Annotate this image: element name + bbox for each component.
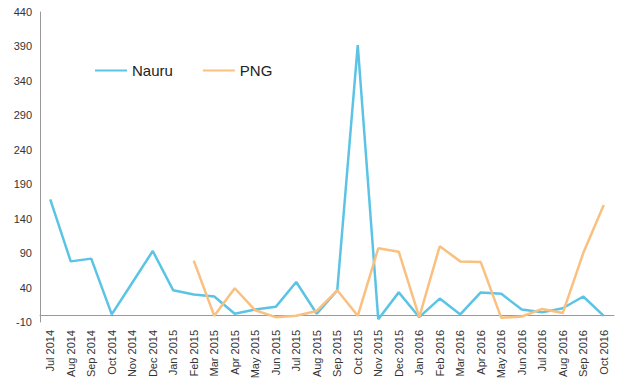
svg-text:Nov 2015: Nov 2015 xyxy=(372,330,384,377)
svg-text:Jul 2016: Jul 2016 xyxy=(536,330,548,372)
svg-text:-10: -10 xyxy=(16,316,32,328)
svg-text:Aug 2016: Aug 2016 xyxy=(557,330,569,377)
svg-text:PNG: PNG xyxy=(240,62,273,79)
svg-text:Aug 2015: Aug 2015 xyxy=(311,330,323,377)
svg-text:Dec 2015: Dec 2015 xyxy=(393,330,405,377)
svg-text:290: 290 xyxy=(14,109,32,121)
svg-text:May 2015: May 2015 xyxy=(249,330,261,378)
svg-text:Nauru: Nauru xyxy=(132,62,173,79)
svg-text:Apr 2016: Apr 2016 xyxy=(475,330,487,375)
svg-text:Apr 2015: Apr 2015 xyxy=(229,330,241,375)
svg-text:Sep 2014: Sep 2014 xyxy=(85,330,97,377)
svg-text:190: 190 xyxy=(14,178,32,190)
svg-text:140: 140 xyxy=(14,213,32,225)
svg-text:Mar 2015: Mar 2015 xyxy=(208,330,220,376)
svg-text:Aug 2014: Aug 2014 xyxy=(65,330,77,377)
svg-text:240: 240 xyxy=(14,144,32,156)
svg-text:Oct 2016: Oct 2016 xyxy=(598,330,610,375)
svg-text:40: 40 xyxy=(20,282,32,294)
svg-text:440: 440 xyxy=(14,6,32,18)
svg-text:Jan 2016: Jan 2016 xyxy=(413,330,425,375)
svg-text:May 2016: May 2016 xyxy=(495,330,507,378)
svg-text:Jul 2014: Jul 2014 xyxy=(44,330,56,372)
svg-text:Sep 2015: Sep 2015 xyxy=(331,330,343,377)
svg-text:340: 340 xyxy=(14,75,32,87)
svg-text:Sep 2016: Sep 2016 xyxy=(577,330,589,377)
svg-text:Jul 2015: Jul 2015 xyxy=(290,330,302,372)
svg-text:Mar 2016: Mar 2016 xyxy=(454,330,466,376)
svg-text:90: 90 xyxy=(20,247,32,259)
svg-text:390: 390 xyxy=(14,40,32,52)
svg-text:Feb 2015: Feb 2015 xyxy=(188,330,200,376)
svg-text:Jun 2016: Jun 2016 xyxy=(516,330,528,375)
svg-text:Feb 2016: Feb 2016 xyxy=(434,330,446,376)
svg-text:Jan 2015: Jan 2015 xyxy=(167,330,179,375)
svg-text:Oct 2014: Oct 2014 xyxy=(106,330,118,375)
svg-text:Jun 2015: Jun 2015 xyxy=(270,330,282,375)
svg-text:Nov 2014: Nov 2014 xyxy=(126,330,138,377)
svg-text:Dec 2014: Dec 2014 xyxy=(147,330,159,377)
svg-text:Oct 2015: Oct 2015 xyxy=(352,330,364,375)
